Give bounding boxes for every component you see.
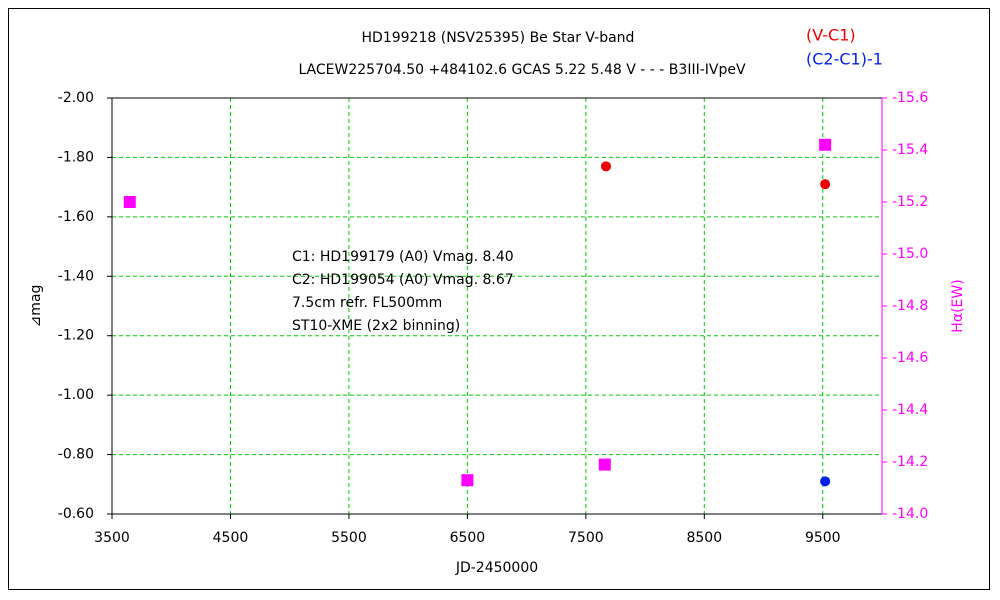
x-tick-label: 9500	[805, 530, 841, 546]
x-tick-label: 8500	[686, 530, 722, 546]
y-tick-label: -1.60	[58, 209, 94, 225]
y2-tick-label: -15.6	[892, 90, 928, 106]
legend-entry: (C2-C1)-1	[806, 50, 883, 69]
y-tick-label: -1.40	[58, 268, 94, 284]
y2-tick-label: -14.2	[892, 454, 928, 470]
legend-entry: (V-C1)	[806, 26, 856, 45]
annotation: 7.5cm refr. FL500mm	[292, 295, 442, 311]
frame	[8, 8, 990, 590]
chart-title: HD199218 (NSV25395) Be Star V-band	[362, 30, 635, 46]
annotation: ST10-XME (2x2 binning)	[292, 318, 460, 334]
y-tick-label: -1.80	[58, 149, 94, 165]
y-tick-label: -1.00	[58, 387, 94, 403]
y2-tick-label: -15.4	[892, 142, 928, 158]
y2-tick-label: -15.2	[892, 194, 928, 210]
y-tick-label: -0.60	[58, 506, 94, 522]
point	[820, 179, 831, 190]
x-tick-label: 7500	[568, 530, 604, 546]
x-axis-label: JD-2450000	[455, 560, 538, 576]
x-tick-label: 6500	[450, 530, 486, 546]
x-tick-label: 5500	[331, 530, 367, 546]
point	[819, 138, 832, 151]
y2-axis-label: Hα(EW)	[950, 279, 966, 332]
y2-tick-label: -14.4	[892, 402, 928, 418]
y-axis-label: ⊿mag	[28, 285, 44, 328]
x-tick-label: 3500	[94, 530, 130, 546]
point	[600, 161, 611, 172]
y-tick-label: -2.00	[58, 90, 94, 106]
annotation: C2: HD199054 (A0) Vmag. 8.67	[292, 272, 514, 288]
point	[123, 196, 136, 208]
y2-tick-label: -14.8	[892, 298, 928, 314]
x-tick-label: 4500	[213, 530, 249, 546]
y-tick-label: -1.20	[58, 328, 94, 344]
point	[461, 474, 474, 487]
y2-tick-label: -15.0	[892, 246, 928, 262]
y-tick-label: -0.80	[58, 447, 94, 463]
y2-tick-label: -14.0	[892, 506, 928, 522]
chart-subtitle: LACEW225704.50 +484102.6 GCAS 5.22 5.48 …	[298, 62, 746, 78]
point	[820, 476, 831, 487]
point	[598, 458, 611, 471]
y2-tick-label: -14.6	[892, 350, 928, 366]
annotation: C1: HD199179 (A0) Vmag. 8.40	[292, 249, 514, 265]
